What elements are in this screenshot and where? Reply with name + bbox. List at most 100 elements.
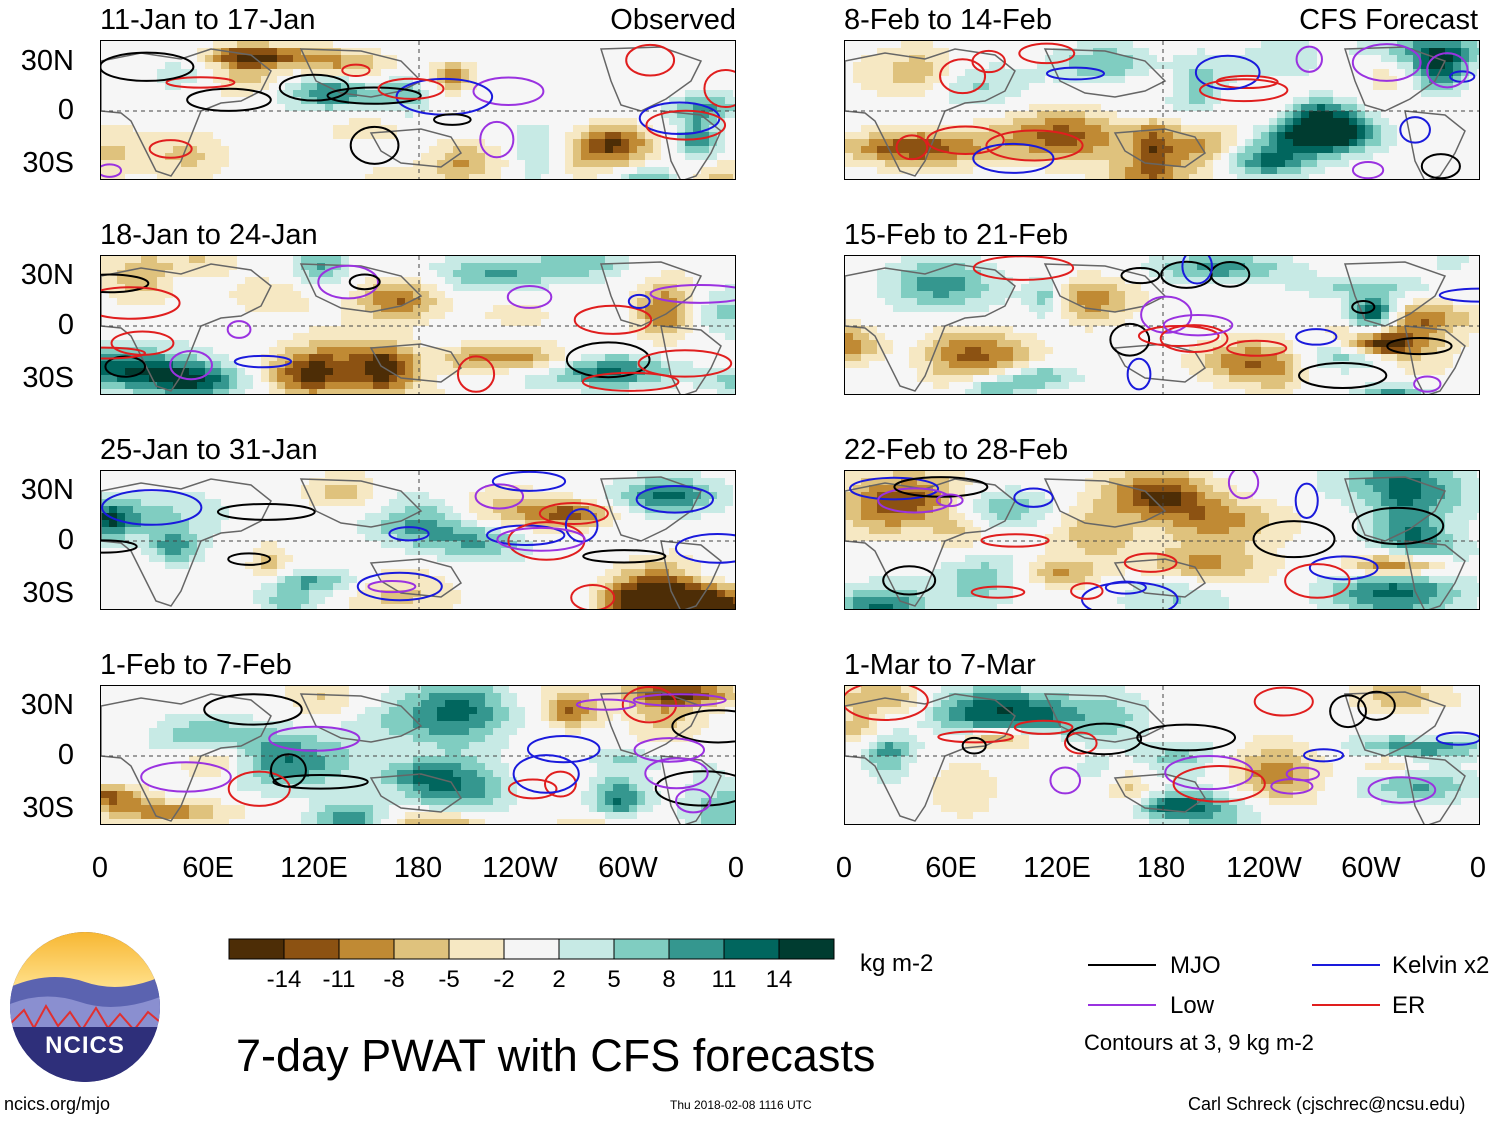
anomaly-cell: [389, 333, 397, 340]
anomaly-cell: [373, 597, 381, 604]
anomaly-cell: [165, 375, 173, 382]
anomaly-cell: [365, 104, 373, 111]
anomaly-cell: [1109, 153, 1117, 160]
anomaly-cell: [1109, 146, 1117, 153]
anomaly-cell: [237, 382, 245, 389]
anomaly-cell: [1461, 55, 1469, 62]
anomaly-cell: [1301, 277, 1309, 284]
anomaly-cell: [213, 167, 221, 174]
anomaly-cell: [477, 499, 485, 506]
anomaly-cell: [485, 805, 493, 812]
anomaly-cell: [317, 693, 325, 700]
er-contour: [1018, 42, 1076, 65]
anomaly-cell: [389, 125, 397, 132]
anomaly-cell: [1341, 284, 1349, 291]
anomaly-cell: [213, 812, 221, 819]
anomaly-cell: [373, 167, 381, 174]
coastline: [1404, 110, 1466, 179]
anomaly-cell: [189, 798, 197, 805]
anomaly-cell: [213, 389, 221, 394]
anomaly-cell: [413, 763, 421, 770]
anomaly-cell: [525, 125, 533, 132]
anomaly-cell: [373, 118, 381, 125]
anomaly-cell: [637, 576, 645, 583]
anomaly-cell: [941, 291, 949, 298]
anomaly-cell: [493, 146, 501, 153]
anomaly-cell: [445, 160, 453, 167]
anomaly-cell: [357, 305, 365, 312]
anomaly-cell: [533, 153, 541, 160]
anomaly-cell: [117, 513, 125, 520]
anomaly-cell: [1405, 312, 1413, 319]
anomaly-cell: [981, 263, 989, 270]
anomaly-cell: [317, 576, 325, 583]
anomaly-cell: [1085, 277, 1093, 284]
anomaly-cell: [117, 139, 125, 146]
anomaly-cell: [493, 693, 501, 700]
anomaly-cell: [973, 256, 981, 263]
anomaly-cell: [309, 340, 317, 347]
anomaly-cell: [1125, 312, 1133, 319]
anomaly-cell: [301, 791, 309, 798]
anomaly-cell: [909, 153, 917, 160]
anomaly-cell: [693, 707, 701, 714]
anomaly-cell: [1189, 55, 1197, 62]
anomaly-cell: [509, 305, 517, 312]
anomaly-cell: [533, 506, 541, 513]
anomaly-cell: [317, 76, 325, 83]
anomaly-cell: [149, 340, 157, 347]
anomaly-cell: [917, 146, 925, 153]
anomaly-cell: [1277, 132, 1285, 139]
er-contour: [101, 286, 181, 320]
anomaly-cell: [165, 805, 173, 812]
anomaly-cell: [301, 576, 309, 583]
anomaly-cell: [733, 160, 735, 167]
anomaly-cell: [685, 368, 693, 375]
anomaly-cell: [149, 819, 157, 824]
anomaly-cell: [1229, 160, 1237, 167]
anomaly-cell: [325, 693, 333, 700]
anomaly-cell: [989, 139, 997, 146]
anomaly-cell: [213, 368, 221, 375]
anomaly-cell: [389, 520, 397, 527]
anomaly-cell: [509, 492, 517, 499]
anomaly-cell: [461, 721, 469, 728]
anomaly-cell: [285, 104, 293, 111]
anomaly-cell: [397, 326, 405, 333]
anomaly-cell: [1413, 83, 1421, 90]
anomaly-cell: [885, 263, 893, 270]
anomaly-cell: [1149, 256, 1157, 263]
anomaly-cell: [421, 312, 429, 319]
anomaly-cell: [645, 291, 653, 298]
anomaly-cell: [117, 270, 125, 277]
anomaly-cell: [117, 520, 125, 527]
anomaly-cell: [1101, 174, 1109, 179]
anomaly-cell: [1445, 48, 1453, 55]
anomaly-cell: [485, 347, 493, 354]
kelvin-contour: [627, 293, 651, 309]
anomaly-cell: [1213, 90, 1221, 97]
anomaly-cell: [701, 506, 709, 513]
anomaly-cell: [1453, 333, 1461, 340]
anomaly-cell: [461, 548, 469, 555]
anomaly-cell: [189, 382, 197, 389]
anomaly-cell: [277, 90, 285, 97]
anomaly-cell: [709, 819, 717, 824]
anomaly-cell: [693, 604, 701, 609]
anomaly-cell: [629, 319, 637, 326]
anomaly-cell: [1109, 139, 1117, 146]
anomaly-cell: [317, 368, 325, 375]
anomaly-cell: [1189, 174, 1197, 179]
anomaly-cell: [445, 728, 453, 735]
anomaly-cell: [453, 770, 461, 777]
anomaly-cell: [109, 256, 117, 263]
anomaly-cell: [389, 707, 397, 714]
anomaly-cell: [365, 305, 373, 312]
anomaly-cell: [597, 375, 605, 382]
anomaly-cell: [405, 707, 413, 714]
anomaly-cell: [349, 499, 357, 506]
anomaly-cell: [453, 763, 461, 770]
anomaly-cell: [261, 562, 269, 569]
anomaly-cell: [909, 298, 917, 305]
anomaly-cell: [1357, 146, 1365, 153]
